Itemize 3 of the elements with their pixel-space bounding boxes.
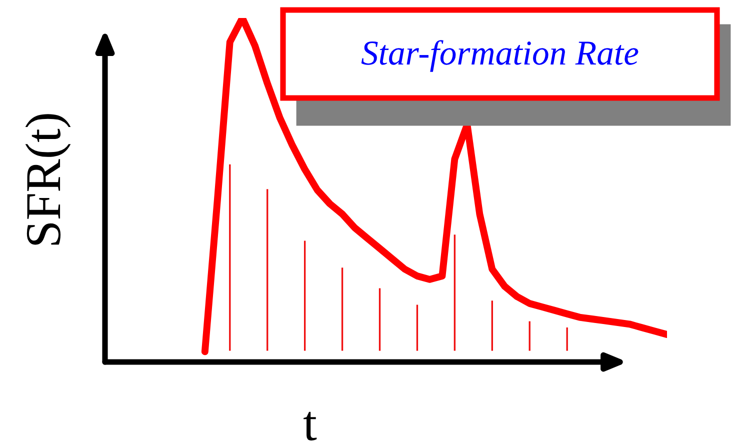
y-axis-title: SFR(t) bbox=[25, 114, 71, 245]
x-axis-title: t bbox=[304, 412, 317, 441]
text: Star-formation Rate bbox=[361, 40, 638, 72]
